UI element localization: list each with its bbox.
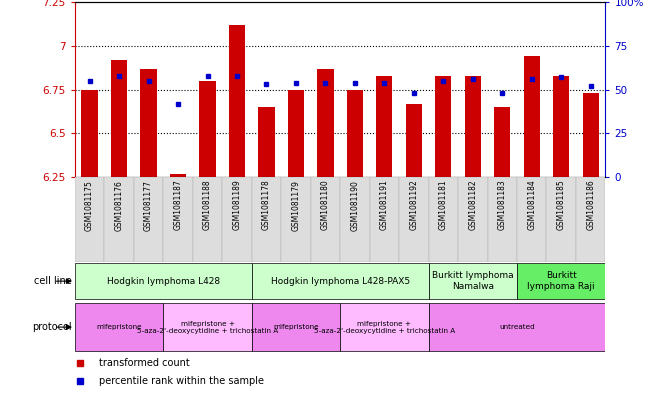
- Text: cell line: cell line: [34, 276, 72, 286]
- Bar: [288, 90, 304, 177]
- Text: GSM1081191: GSM1081191: [380, 180, 389, 230]
- Text: GSM1081189: GSM1081189: [232, 180, 242, 230]
- Text: mifepristone: mifepristone: [273, 324, 319, 330]
- Text: untreated: untreated: [499, 324, 535, 330]
- Text: transformed count: transformed count: [99, 358, 189, 368]
- Bar: [436, 75, 451, 177]
- Bar: [458, 177, 488, 262]
- Bar: [340, 177, 370, 262]
- Bar: [428, 263, 517, 299]
- Bar: [376, 75, 393, 177]
- Bar: [399, 177, 428, 262]
- Bar: [428, 177, 458, 262]
- Bar: [488, 177, 517, 262]
- Bar: [546, 177, 576, 262]
- Bar: [111, 60, 127, 177]
- Bar: [199, 81, 215, 177]
- Text: GSM1081186: GSM1081186: [586, 180, 595, 230]
- Text: GSM1081190: GSM1081190: [350, 180, 359, 231]
- Text: percentile rank within the sample: percentile rank within the sample: [99, 376, 264, 386]
- Bar: [583, 93, 599, 177]
- Text: mifepristone: mifepristone: [96, 324, 142, 330]
- Bar: [170, 174, 186, 177]
- Text: GSM1081192: GSM1081192: [409, 180, 419, 230]
- Bar: [523, 56, 540, 177]
- Bar: [193, 177, 222, 262]
- Text: Hodgkin lymphoma L428: Hodgkin lymphoma L428: [107, 277, 220, 286]
- Bar: [517, 263, 605, 299]
- Bar: [576, 177, 605, 262]
- Bar: [141, 69, 157, 177]
- Bar: [553, 75, 570, 177]
- Bar: [317, 69, 333, 177]
- Bar: [222, 177, 252, 262]
- Text: GSM1081177: GSM1081177: [144, 180, 153, 231]
- Text: protocol: protocol: [32, 322, 72, 332]
- Text: Hodgkin lymphoma L428-PAX5: Hodgkin lymphoma L428-PAX5: [271, 277, 409, 286]
- Bar: [465, 75, 481, 177]
- Text: GSM1081183: GSM1081183: [498, 180, 506, 230]
- Text: mifepristone +
5-aza-2'-deoxycytidine + trichostatin A: mifepristone + 5-aza-2'-deoxycytidine + …: [137, 321, 278, 334]
- Text: GSM1081188: GSM1081188: [203, 180, 212, 230]
- Bar: [428, 303, 605, 351]
- Text: mifepristone +
5-aza-2'-deoxycytidine + trichostatin A: mifepristone + 5-aza-2'-deoxycytidine + …: [314, 321, 455, 334]
- Bar: [258, 107, 275, 177]
- Bar: [347, 90, 363, 177]
- Bar: [163, 177, 193, 262]
- Bar: [252, 263, 428, 299]
- Bar: [75, 303, 163, 351]
- Bar: [252, 177, 281, 262]
- Text: GSM1081185: GSM1081185: [557, 180, 566, 230]
- Text: GSM1081175: GSM1081175: [85, 180, 94, 231]
- Bar: [370, 177, 399, 262]
- Text: GSM1081176: GSM1081176: [115, 180, 124, 231]
- Bar: [81, 90, 98, 177]
- Text: GSM1081178: GSM1081178: [262, 180, 271, 230]
- Text: Burkitt
lymphoma Raji: Burkitt lymphoma Raji: [527, 272, 595, 291]
- Bar: [517, 177, 546, 262]
- Bar: [340, 303, 428, 351]
- Text: GSM1081181: GSM1081181: [439, 180, 448, 230]
- Text: Burkitt lymphoma
Namalwa: Burkitt lymphoma Namalwa: [432, 272, 514, 291]
- Bar: [406, 104, 422, 177]
- Bar: [163, 303, 252, 351]
- Bar: [104, 177, 134, 262]
- Bar: [229, 25, 245, 177]
- Text: GSM1081180: GSM1081180: [321, 180, 330, 230]
- Text: GSM1081187: GSM1081187: [174, 180, 182, 230]
- Bar: [134, 177, 163, 262]
- Text: GSM1081184: GSM1081184: [527, 180, 536, 230]
- Bar: [75, 263, 252, 299]
- Bar: [494, 107, 510, 177]
- Bar: [252, 303, 340, 351]
- Text: GSM1081179: GSM1081179: [292, 180, 300, 231]
- Bar: [281, 177, 311, 262]
- Text: GSM1081182: GSM1081182: [468, 180, 477, 230]
- Bar: [311, 177, 340, 262]
- Bar: [75, 177, 104, 262]
